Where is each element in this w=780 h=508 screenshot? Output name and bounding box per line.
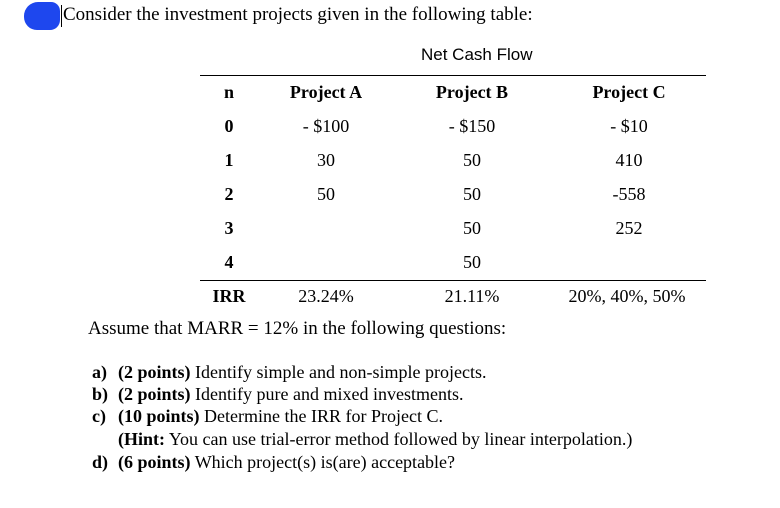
irr-label: IRR [212,286,246,306]
assumption-text: Assume that MARR = 12% in the following … [88,318,507,339]
table-cell-project-a: - $100 [302,116,350,136]
question-item: (6 points) Which project(s) is(are) acce… [118,452,455,473]
table-cell-project-a: 30 [317,150,335,170]
question-letter: a) [92,362,107,382]
intro-text: Consider the investment projects given i… [63,4,533,25]
hint-text: You can use trial-error method followed … [165,429,633,449]
question-letter: c) [92,406,106,426]
table-cell-project-c: 410 [615,150,643,170]
irr-project-c: 20%, 40%, 50% [568,286,686,306]
question-points: (6 points) [118,452,191,472]
question-points: (10 points) [118,406,200,426]
text-cursor [61,5,62,27]
column-header-n: n [223,82,235,102]
highlight-marker-icon [24,2,60,30]
question-letter: d) [92,452,109,472]
irr-project-b: 21.11% [444,286,500,306]
column-header-project-b: Project B [435,82,509,102]
table-cell-project-c: 252 [615,218,643,238]
table-cell-project-b: 50 [463,252,481,272]
question-text: Identify simple and non-simple projects. [190,362,487,382]
table-top-rule [200,75,706,76]
table-cell-project-c: - $10 [610,116,648,136]
table-cell-n: 0 [224,116,234,136]
table-group-header: Net Cash Flow [421,45,533,64]
question-item: (2 points) Identify pure and mixed inves… [118,384,463,405]
column-header-project-c: Project C [592,82,666,102]
question-points: (2 points) [118,384,191,404]
table-cell-n: 3 [224,218,234,238]
question-text: Identify pure and mixed investments. [190,384,464,404]
question-text: Which project(s) is(are) acceptable? [190,452,456,472]
irr-project-a: 23.24% [298,286,354,306]
table-cell-n: 2 [224,184,234,204]
table-cell-n: 1 [224,150,234,170]
table-cell-project-b: 50 [463,218,481,238]
table-cell-n: 4 [224,252,234,272]
question-hint: (Hint: You can use trial-error method fo… [118,429,632,450]
question-text: Determine the IRR for Project C. [199,406,443,426]
table-cell-project-c: -558 [612,184,646,204]
question-item: (2 points) Identify simple and non-simpl… [118,362,486,383]
table-cell-project-b: - $150 [448,116,496,136]
table-bottom-rule [200,280,706,281]
column-header-project-a: Project A [289,82,363,102]
table-cell-project-b: 50 [463,184,481,204]
question-points: (2 points) [118,362,191,382]
table-cell-project-b: 50 [463,150,481,170]
table-cell-project-a: 50 [317,184,335,204]
hint-label: (Hint: [118,429,165,449]
question-letter: b) [92,384,109,404]
question-item: (10 points) Determine the IRR for Projec… [118,406,443,427]
